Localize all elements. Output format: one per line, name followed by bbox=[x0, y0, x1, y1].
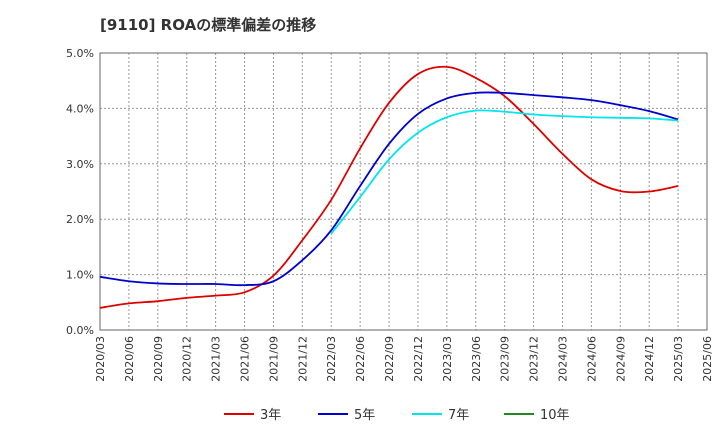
y-tick-label: 2.0% bbox=[66, 213, 94, 226]
x-tick-label: 2023/09 bbox=[499, 336, 512, 382]
x-tick-label: 2025/03 bbox=[672, 336, 685, 382]
x-tick-label: 2024/06 bbox=[585, 336, 598, 382]
x-tick-label: 2022/03 bbox=[325, 336, 338, 382]
legend-label: 5年 bbox=[354, 408, 375, 423]
x-tick-label: 2020/03 bbox=[94, 336, 107, 382]
x-tick-label: 2020/06 bbox=[123, 336, 136, 382]
legend-label: 3年 bbox=[260, 408, 281, 423]
x-tick-label: 2024/03 bbox=[556, 336, 569, 382]
x-tick-label: 2023/03 bbox=[441, 336, 454, 382]
x-tick-label: 2022/06 bbox=[354, 336, 367, 382]
x-tick-label: 2023/06 bbox=[470, 336, 483, 382]
legend: 3年 5年 7年 10年 bbox=[224, 408, 570, 423]
plot-frame bbox=[99, 52, 708, 331]
x-tick-label: 2023/12 bbox=[528, 336, 541, 382]
x-tick-label: 2021/12 bbox=[296, 336, 309, 382]
x-axis-ticks: 2020/03 2020/06 2020/09 2020/12 2021/03 2021/… bbox=[94, 336, 714, 382]
grid-layer bbox=[100, 53, 707, 330]
x-tick-label: 2022/09 bbox=[383, 336, 396, 382]
series-line-1 bbox=[99, 65, 679, 309]
y-tick-label: 4.0% bbox=[66, 102, 94, 115]
x-tick-label: 2024/09 bbox=[614, 336, 627, 382]
x-tick-label: 2025/06 bbox=[701, 336, 714, 382]
y-tick-label: 5.0% bbox=[66, 47, 94, 60]
y-tick-label: 1.0% bbox=[66, 269, 94, 282]
y-tick-label: 3.0% bbox=[66, 158, 94, 171]
series-layer bbox=[99, 65, 679, 309]
series-line-3 bbox=[330, 109, 679, 235]
legend-label: 10年 bbox=[540, 408, 570, 423]
x-tick-label: 2020/12 bbox=[181, 336, 194, 382]
x-tick-label: 2021/06 bbox=[239, 336, 252, 382]
x-tick-label: 2024/12 bbox=[643, 336, 656, 382]
legend-label: 7年 bbox=[448, 408, 469, 423]
series-line-2 bbox=[99, 91, 679, 287]
x-tick-label: 2021/03 bbox=[210, 336, 223, 382]
x-tick-label: 2022/12 bbox=[412, 336, 425, 382]
chart-title: [9110] ROAの標準偏差の推移 bbox=[100, 16, 317, 34]
y-axis-ticks: 0.0% 1.0% 2.0% 3.0% 4.0% 5.0% bbox=[66, 47, 94, 337]
x-tick-label: 2021/09 bbox=[267, 336, 280, 382]
x-tick-label: 2020/09 bbox=[152, 336, 165, 382]
y-tick-label: 0.0% bbox=[66, 324, 94, 337]
